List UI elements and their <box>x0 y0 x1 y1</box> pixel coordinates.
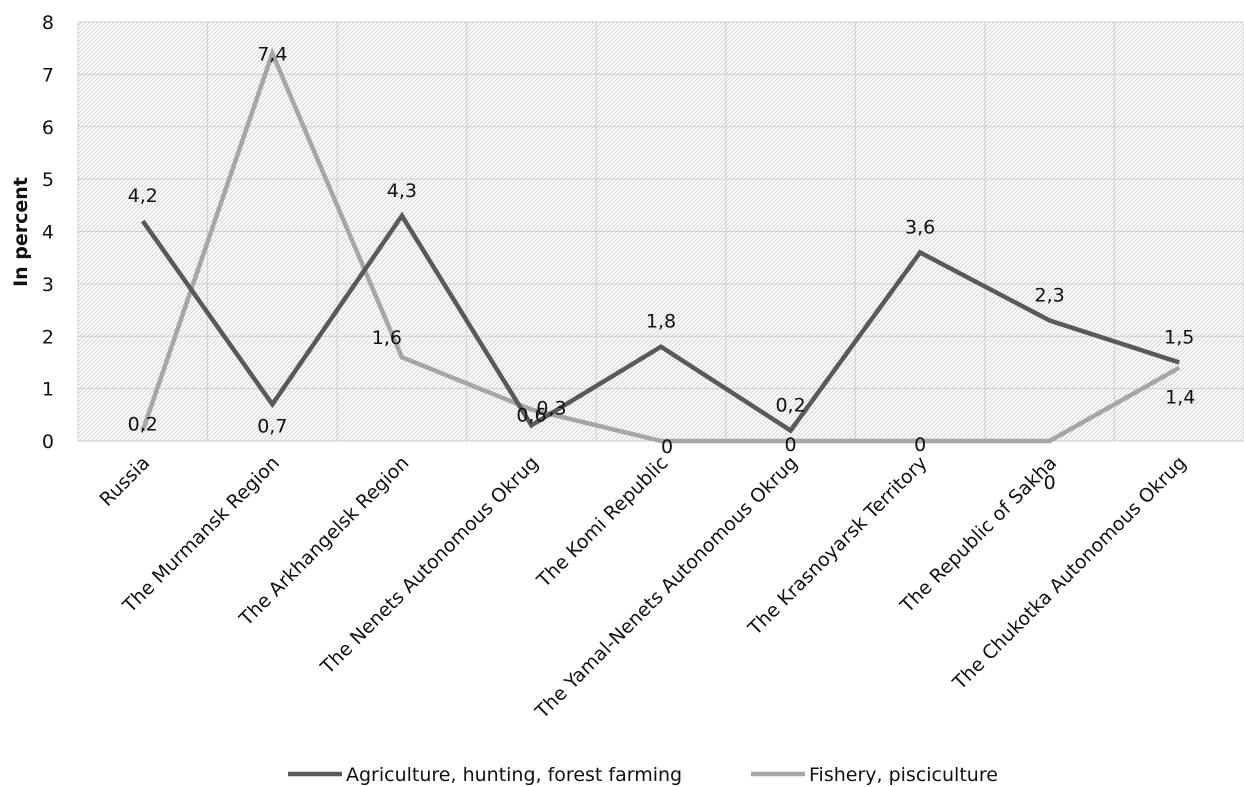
data-label-series-0: 4,2 <box>128 185 158 207</box>
y-axis: 0 1 2 3 4 5 6 7 8 <box>42 12 54 453</box>
x-tick-label: The Chukotka Autonomous Okrug <box>948 452 1191 695</box>
y-tick-label: 1 <box>42 379 54 401</box>
x-tick-label: The Komi Republic <box>532 452 672 592</box>
y-tick-label: 3 <box>42 274 54 296</box>
data-label-series-1: 0,2 <box>128 414 158 436</box>
data-label-series-1: 1,6 <box>372 327 402 349</box>
gridlines <box>77 21 1244 442</box>
series-line-1 <box>140 47 1181 444</box>
x-tick-label: The Yamal-Nenets Autonomous Okrug <box>530 452 802 724</box>
data-labels: 4,2 0,7 4,3 0,3 1,8 0,2 3,6 2,3 1,5 0,2 7,4 1,6 0,6 0… <box>128 43 1196 494</box>
y-tick-label: 8 <box>42 12 54 34</box>
legend-label-fishery: Fishery, pisciculture <box>809 764 998 786</box>
data-label-series-1: 0 <box>1044 472 1056 494</box>
legend: Agriculture, hunting, forest farming Fis… <box>288 764 998 786</box>
x-tick-label: Russia <box>96 452 155 511</box>
series-line-0 <box>140 211 1180 434</box>
data-label-series-0: 4,3 <box>387 180 417 202</box>
data-label-series-1: 0 <box>785 434 797 456</box>
series <box>140 47 1181 444</box>
data-label-series-0: 0,2 <box>775 395 805 417</box>
data-label-series-1: 0,6 <box>516 405 546 427</box>
data-label-series-1: 0 <box>661 436 673 458</box>
y-tick-label: 4 <box>42 222 54 244</box>
data-label-series-0: 0,3 <box>536 397 566 419</box>
data-label-series-0: 3,6 <box>905 216 935 238</box>
data-label-series-1: 7,4 <box>257 43 287 65</box>
data-label-series-0: 1,5 <box>1164 326 1194 348</box>
legend-label-agriculture: Agriculture, hunting, forest farming <box>346 764 682 786</box>
y-tick-label: 2 <box>42 326 54 348</box>
data-label-series-0: 2,3 <box>1035 285 1065 307</box>
y-tick-label: 0 <box>42 431 54 453</box>
y-tick-label: 7 <box>42 64 54 86</box>
data-label-series-0: 0,7 <box>257 415 287 437</box>
data-label-series-0: 1,8 <box>646 311 676 333</box>
data-label-series-1: 1,4 <box>1165 387 1195 409</box>
y-tick-label: 5 <box>42 169 54 191</box>
x-tick-label: The Nenets Autonomous Okrug <box>316 452 543 679</box>
y-tick-label: 6 <box>42 117 54 139</box>
y-axis-title: In percent <box>10 177 32 287</box>
data-label-series-1: 0 <box>914 434 926 456</box>
